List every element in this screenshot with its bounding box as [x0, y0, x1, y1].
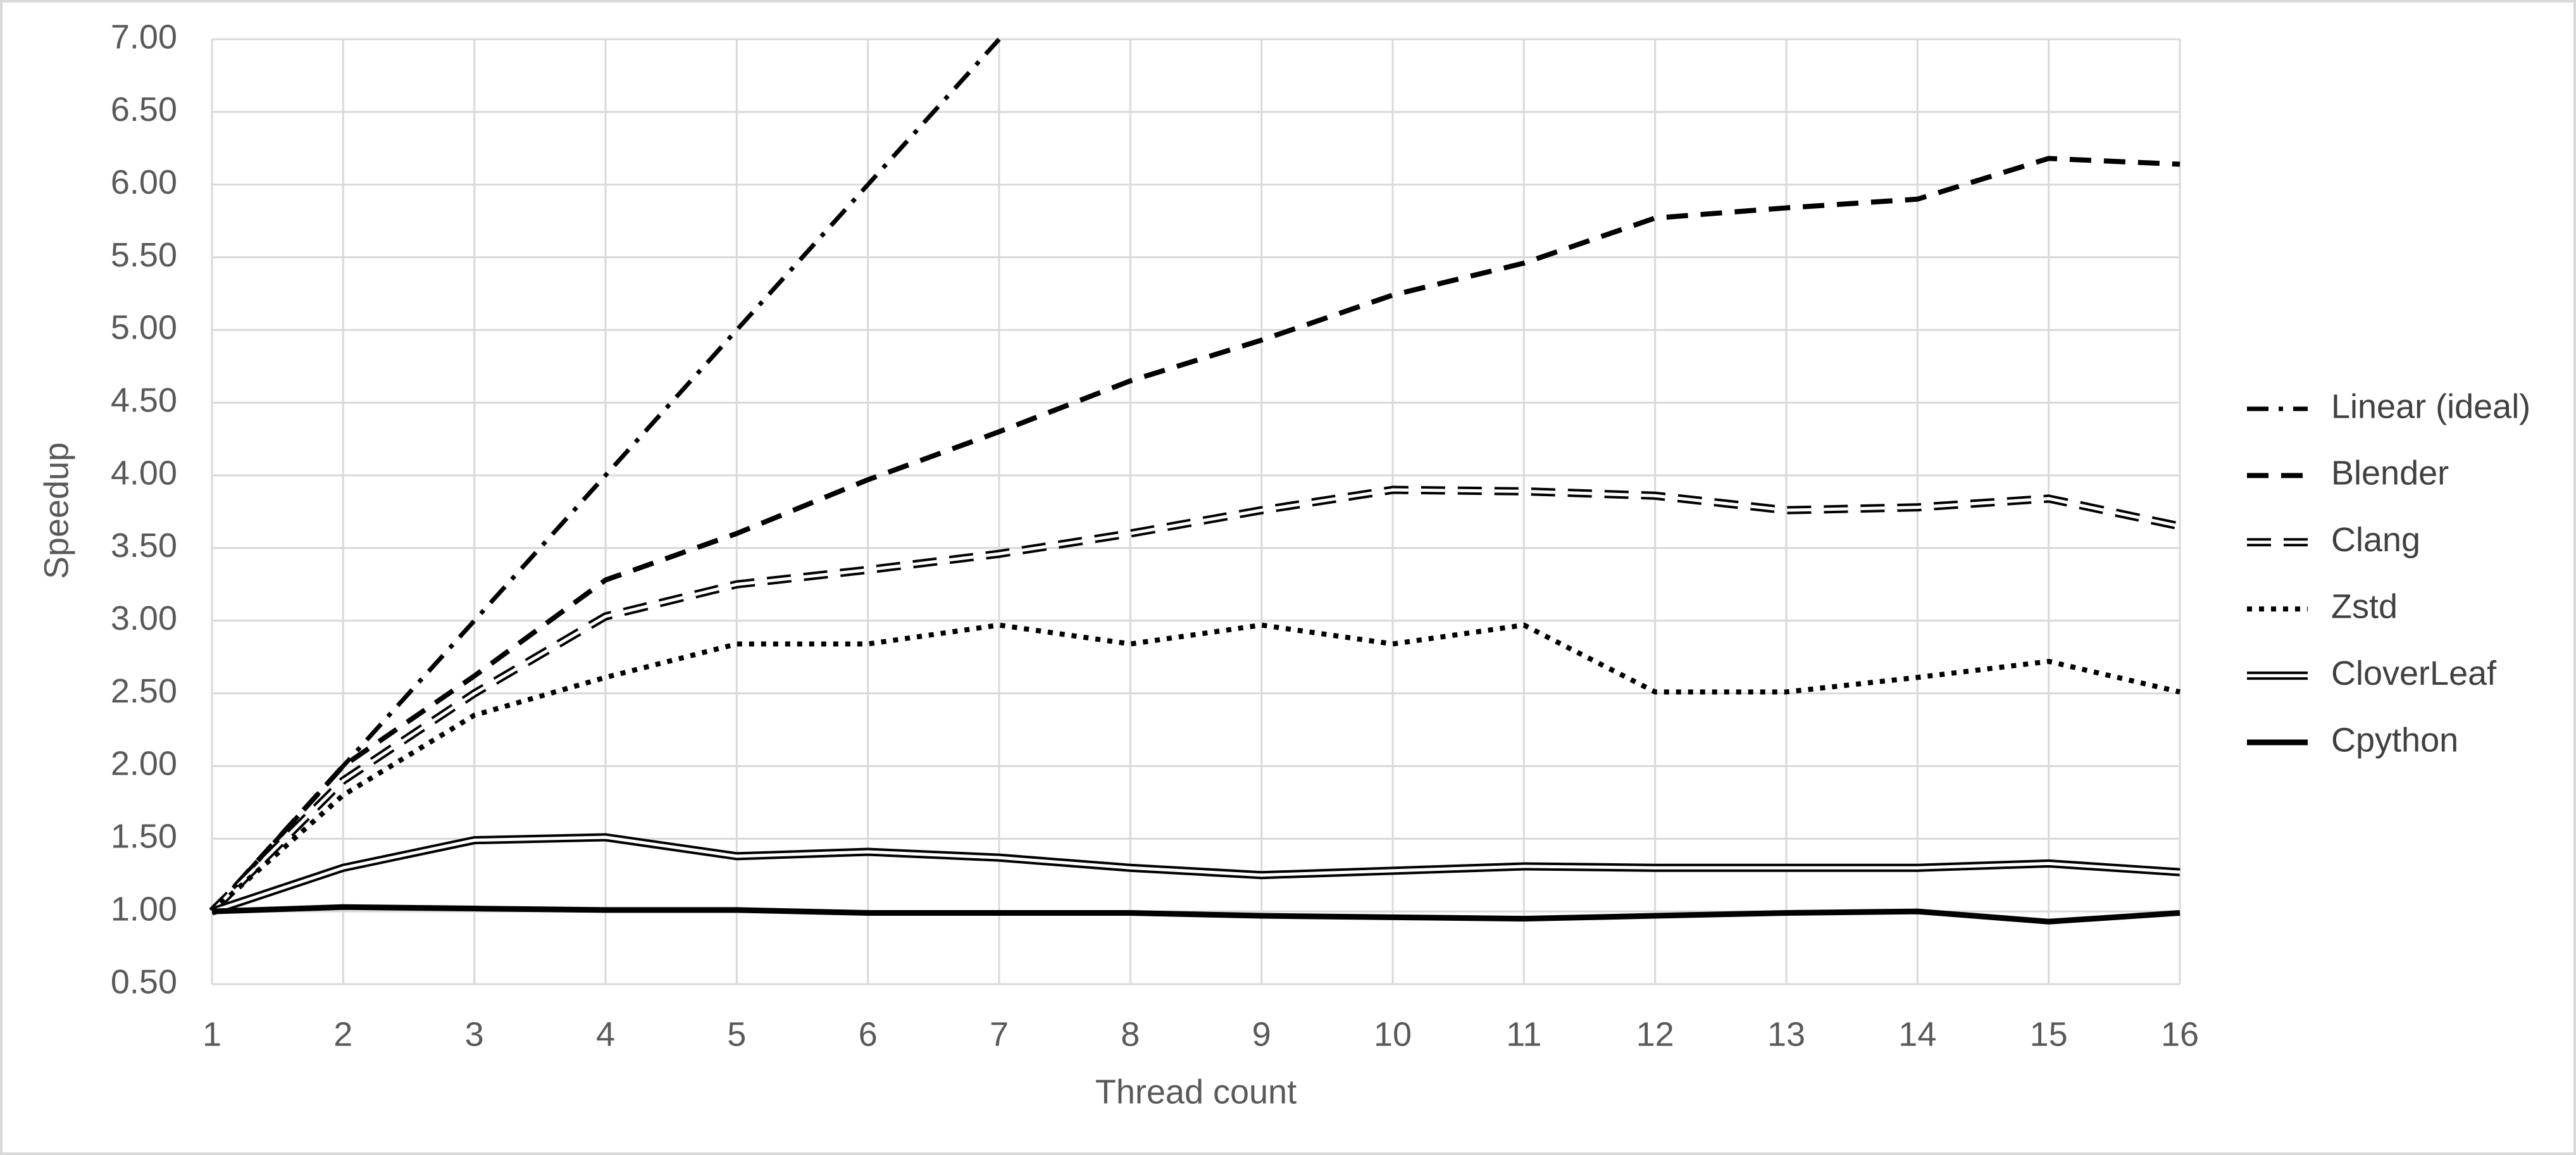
x-tick-label: 10: [1374, 1015, 1412, 1053]
y-tick-label: 3.00: [111, 599, 177, 637]
y-tick-label: 2.00: [111, 745, 177, 783]
legend-label: CloverLeaf: [2331, 654, 2497, 692]
x-tick-label: 3: [465, 1015, 484, 1053]
legend-label: Clang: [2331, 521, 2420, 559]
y-tick-label: 5.00: [111, 309, 177, 347]
y-tick-label: 2.50: [111, 672, 177, 710]
legend: Linear (ideal) Blender Clang Zstd CloverLeaf…: [2247, 387, 2530, 759]
series-line: [210, 622, 2181, 914]
y-tick-label: 5.50: [111, 236, 177, 274]
ticks: 0.50 1.00 1.50 2.00 2.50 3.00 3.50 4.00 4.50 5.00…: [111, 18, 2199, 1053]
y-tick-label: 0.50: [111, 963, 177, 1001]
plot-lines: [209, 37, 2181, 925]
x-tick-label: 15: [2030, 1015, 2068, 1053]
x-tick-label: 8: [1121, 1015, 1140, 1053]
x-tick-label: 5: [727, 1015, 746, 1053]
x-tick-label: 6: [859, 1015, 878, 1053]
y-tick-label: 1.00: [111, 890, 177, 928]
x-tick-label: 9: [1252, 1015, 1271, 1053]
grid: [211, 38, 2181, 985]
y-tick-label: 4.00: [111, 454, 177, 492]
x-tick-label: 13: [1767, 1015, 1805, 1053]
legend-label: Zstd: [2331, 587, 2398, 625]
series-line: [210, 37, 1001, 913]
legend-label: Blender: [2331, 454, 2449, 492]
x-tick-label: 11: [1506, 1015, 1541, 1053]
y-tick-label: 7.00: [111, 18, 177, 56]
series-line: [211, 904, 2181, 925]
x-tick-label: 12: [1636, 1015, 1674, 1053]
x-tick-label: 2: [333, 1015, 352, 1053]
x-tick-label: 16: [2161, 1015, 2199, 1053]
x-tick-label: 4: [596, 1015, 615, 1053]
x-axis-label: Thread count: [1095, 1073, 1297, 1111]
y-tick-label: 4.50: [111, 381, 177, 419]
y-axis-label: Speedup: [37, 442, 75, 579]
x-tick-label: 1: [202, 1015, 221, 1053]
series-line: [211, 488, 2181, 913]
y-tick-label: 3.50: [111, 527, 177, 565]
x-tick-label: 7: [990, 1015, 1009, 1053]
series-line: [211, 835, 2181, 913]
y-tick-label: 6.50: [111, 91, 177, 128]
legend-label: Linear (ideal): [2331, 387, 2530, 425]
series-line: [210, 156, 2181, 913]
legend-label: Cpython: [2331, 721, 2458, 759]
x-tick-label: 14: [1898, 1015, 1936, 1053]
y-tick-label: 6.00: [111, 163, 177, 201]
y-tick-label: 1.50: [111, 818, 177, 856]
